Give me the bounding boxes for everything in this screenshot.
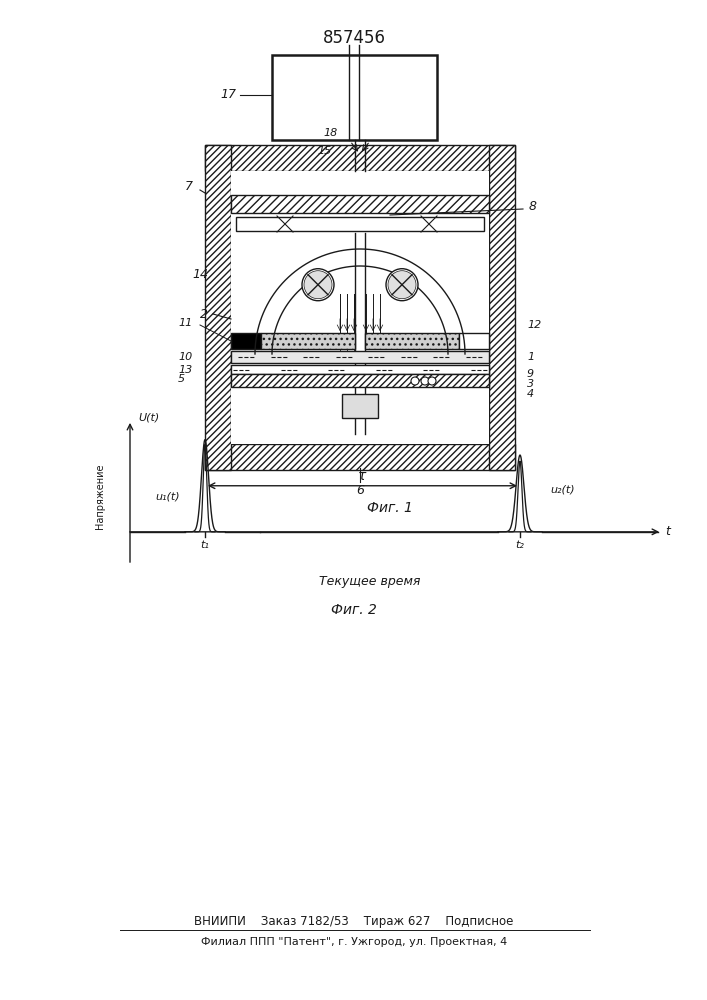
Text: 13: 13 <box>179 365 193 375</box>
Text: Текущее время: Текущее время <box>320 576 421 588</box>
Bar <box>231 351 489 363</box>
Circle shape <box>302 269 334 301</box>
Text: 14: 14 <box>192 267 208 280</box>
Bar <box>231 374 489 387</box>
Text: τ: τ <box>358 469 367 483</box>
Circle shape <box>304 271 332 299</box>
Bar <box>231 333 261 349</box>
Bar <box>231 365 489 374</box>
Text: 1: 1 <box>527 352 534 362</box>
Bar <box>489 145 515 470</box>
Text: u₂(t): u₂(t) <box>550 485 575 495</box>
Bar <box>205 444 515 470</box>
Text: 9: 9 <box>527 369 534 379</box>
Text: 7: 7 <box>185 180 193 194</box>
Circle shape <box>428 377 436 385</box>
Bar <box>272 55 437 140</box>
Text: ВНИИПИ    Заказ 7182/53    Тираж 627    Подписное: ВНИИПИ Заказ 7182/53 Тираж 627 Подписное <box>194 916 514 928</box>
Text: Филиал ППП "Патент", г. Ужгород, ул. Проектная, 4: Филиал ППП "Патент", г. Ужгород, ул. Про… <box>201 937 507 947</box>
Bar <box>365 333 459 349</box>
Bar <box>236 217 484 231</box>
Bar <box>261 333 355 349</box>
Text: 15: 15 <box>317 146 332 156</box>
Text: 6: 6 <box>356 484 364 496</box>
Text: U(t): U(t) <box>138 412 159 422</box>
Text: 12: 12 <box>527 320 542 330</box>
Circle shape <box>421 377 429 385</box>
Text: u₁(t): u₁(t) <box>156 492 180 502</box>
Text: 10: 10 <box>179 352 193 362</box>
Text: t₁: t₁ <box>201 540 209 550</box>
Text: Напряжение: Напряжение <box>95 463 105 529</box>
Bar <box>231 171 489 444</box>
Text: 8: 8 <box>529 200 537 214</box>
Circle shape <box>386 269 418 301</box>
Text: 857456: 857456 <box>322 29 385 47</box>
Text: 18: 18 <box>324 128 338 138</box>
Circle shape <box>411 377 419 385</box>
Text: 11: 11 <box>179 318 193 328</box>
Bar <box>231 195 489 213</box>
Bar <box>205 145 231 470</box>
Text: t: t <box>665 525 670 538</box>
Text: Фиг. 2: Фиг. 2 <box>331 603 377 617</box>
Text: Фиг. 1: Фиг. 1 <box>367 501 413 515</box>
Text: 17: 17 <box>220 89 236 102</box>
Text: 4: 4 <box>527 389 534 399</box>
Circle shape <box>388 271 416 299</box>
Text: 2: 2 <box>200 308 208 320</box>
Text: t₂: t₂ <box>515 540 525 550</box>
Text: 5: 5 <box>178 374 185 384</box>
Bar <box>342 394 378 418</box>
Bar <box>459 333 489 349</box>
Bar <box>205 145 515 171</box>
Text: 3: 3 <box>527 379 534 389</box>
